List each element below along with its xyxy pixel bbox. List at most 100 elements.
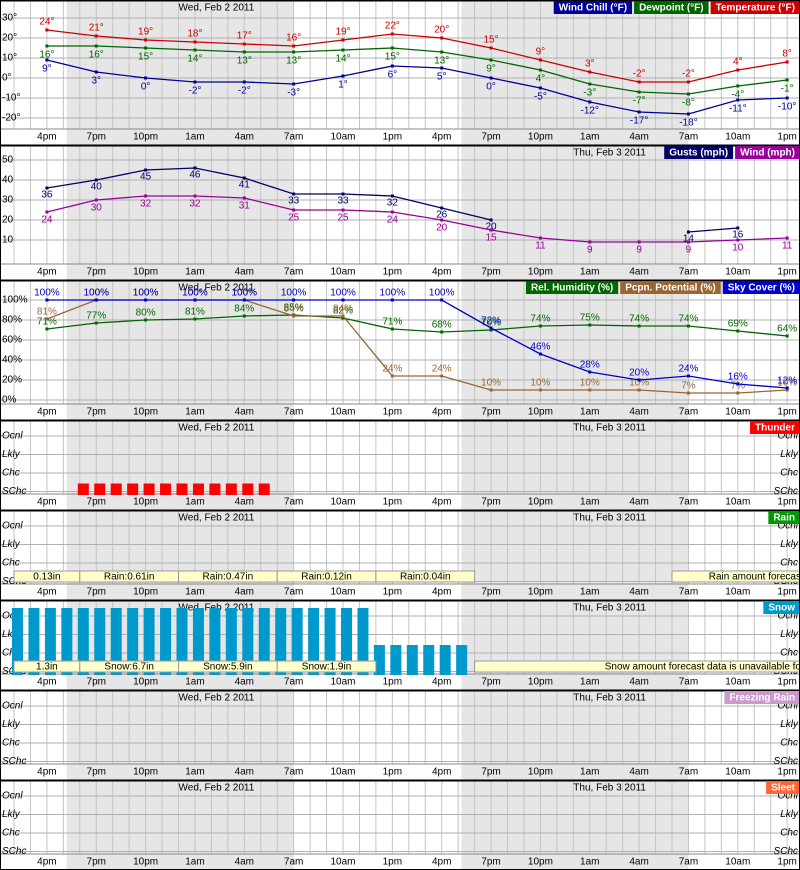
amount-label: Rain:0.04in [400,572,451,583]
data-point [45,186,49,190]
x-tick-label: 4am [629,857,648,868]
data-point [686,391,690,395]
level-label: Chc [2,648,20,659]
level-bar [143,608,155,675]
data-point [341,38,345,42]
data-label: 100% [34,288,60,299]
level-bar [12,608,23,675]
night-shade [461,420,689,510]
level-bar [127,483,139,495]
data-point [94,34,98,38]
data-point [440,374,444,378]
x-tick-label: 1am [580,677,599,688]
y-tick-label: -10° [2,93,20,104]
data-point [637,240,641,244]
level-label: Lkly [2,719,21,730]
level-bar [127,608,139,675]
level-label: SChc [774,756,798,767]
level-bar [308,608,320,675]
level-bar [192,483,204,495]
legend-label: Freezing Rain [729,693,795,704]
x-tick-label: 1pm [777,857,796,868]
data-label: 24% [432,364,452,375]
legend-swatch [766,781,800,794]
level-label: SChc [774,486,798,497]
data-point [538,86,542,90]
data-point [538,388,542,392]
x-tick-label: 4am [629,587,648,598]
data-label: 84% [284,304,304,315]
level-label: Ocnl [777,611,798,622]
data-point [785,60,789,64]
x-tick-label: 1pm [383,407,402,418]
x-tick-label: 10pm [133,497,158,508]
data-label: 31 [239,201,251,212]
x-tick-label: 10am [330,677,355,688]
date-label: Thu, Feb 3 2011 [573,693,646,704]
x-tick-label: 1am [185,497,204,508]
x-tick-label: 10pm [133,587,158,598]
data-point [341,192,345,196]
legend-swatch [763,601,800,614]
data-label: 9° [486,64,496,75]
level-label: Chc [2,468,20,479]
data-point [637,90,641,94]
x-tick-label: 7pm [87,497,106,508]
data-label: 30 [91,203,103,214]
amount-label: Snow:5.9in [203,662,252,673]
data-label: 20% [629,368,649,379]
level-label: Chc [2,558,20,569]
level-bar [110,608,122,675]
data-point [242,80,246,84]
data-label: 100% [83,288,109,299]
level-bar [373,645,385,675]
x-tick-label: 1pm [383,132,402,143]
x-tick-label: 4am [235,767,254,778]
data-point [686,374,690,378]
data-label: 3° [585,59,595,70]
night-shade [66,780,294,870]
data-point [390,194,394,198]
x-tick-label: 7pm [481,677,500,688]
data-point [440,66,444,70]
night-shade [66,510,294,600]
x-tick-label: 4am [235,587,254,598]
data-label: 40 [91,182,103,193]
data-label: 68% [432,320,452,331]
data-label: -2° [682,69,695,80]
x-tick-label: 10am [330,407,355,418]
amount-message: Snow amount forecast data is unavailable… [605,662,800,673]
data-label: 84% [234,304,254,315]
data-point [292,44,296,48]
legend-swatch [620,281,721,294]
data-label: 81% [37,307,57,318]
x-tick-label: 4am [629,132,648,143]
data-label: 19° [138,27,153,38]
data-point [588,82,592,86]
data-point [94,70,98,74]
data-point [637,110,641,114]
y-tick-label: 20% [2,375,22,386]
data-point [193,48,197,52]
data-point [440,298,444,302]
legend-label: Thunder [755,423,795,434]
data-point [94,44,98,48]
data-label: 71% [37,317,57,328]
level-bar [44,608,56,675]
y-tick-label: 0% [2,395,17,406]
data-point [785,78,789,82]
x-tick-label: 10pm [133,677,158,688]
level-label: Chc [2,738,20,749]
data-label: 20 [436,223,448,234]
y-tick-label: 0° [2,73,12,84]
legend-swatch [525,281,619,294]
amount-message: Rain amount forecas [709,572,800,583]
data-label: 13° [237,56,252,67]
data-label: 15° [483,35,498,46]
date-label: Thu, Feb 3 2011 [573,603,646,614]
data-label: 18° [187,29,202,40]
night-shade [66,145,294,280]
x-tick-label: 1pm [777,767,796,778]
x-tick-label: 1pm [777,407,796,418]
level-label: Ocnl [2,521,23,532]
